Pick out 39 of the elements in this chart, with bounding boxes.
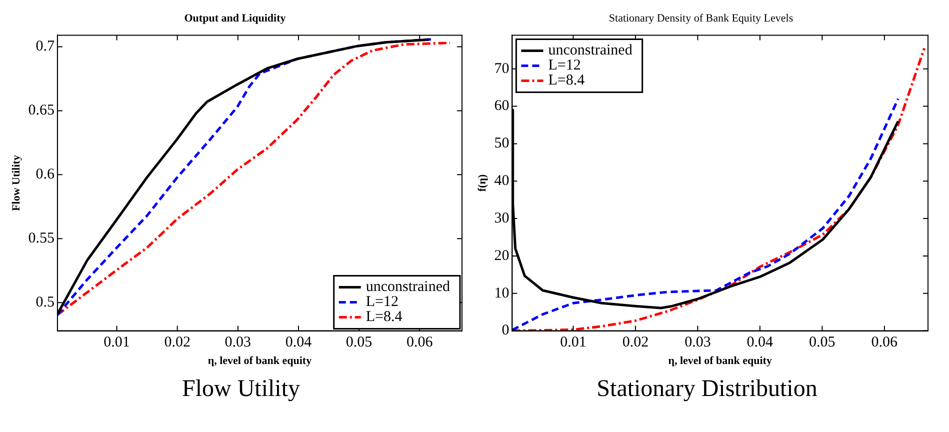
- y-tick-label: 70: [494, 60, 510, 77]
- x-axis-title: η, level of bank equity: [208, 355, 312, 368]
- x-tick-label: 0.06: [406, 334, 434, 351]
- x-axis-title: η, level of bank equity: [668, 355, 772, 368]
- x-tick-label: 0.03: [684, 334, 711, 351]
- legend-label: L=12: [548, 58, 581, 74]
- y-tick-label: 50: [494, 136, 510, 152]
- y-tick-label: 10: [494, 285, 510, 302]
- chart-title: Stationary Density of Bank Equity Levels: [608, 12, 794, 24]
- y-tick-label: 0.55: [28, 230, 54, 247]
- x-tick-label: 0.06: [871, 334, 898, 351]
- x-tick-label: 0.04: [746, 334, 774, 351]
- x-tick-label: 0.02: [622, 334, 649, 351]
- x-tick-label: 0.01: [560, 334, 586, 351]
- x-tick-label: 0.04: [285, 334, 312, 351]
- legend-label: unconstrained: [548, 42, 633, 59]
- x-tick-label: 0.01: [104, 334, 130, 351]
- y-tick-label: 0.65: [28, 102, 54, 119]
- x-tick-label: 0.02: [164, 334, 190, 351]
- y-axis-title: Flow Utility: [10, 154, 22, 211]
- y-tick-label: 60: [494, 98, 510, 114]
- y-tick-label: 0.6: [36, 166, 55, 183]
- legend-label: L=8.4: [548, 72, 586, 89]
- y-tick-label: 0.5: [36, 294, 54, 311]
- legend-label: L=8.4: [366, 309, 403, 326]
- y-tick-label: 0: [502, 322, 510, 339]
- legend-label: L=12: [366, 294, 398, 310]
- x-tick-label: 0.05: [346, 334, 372, 351]
- y-tick-label: 30: [494, 210, 510, 226]
- y-tick-label: 40: [494, 173, 510, 190]
- text: Flow Utility: [180, 376, 302, 403]
- y-axis-title: f(η): [476, 174, 488, 192]
- x-tick-label: 0.03: [224, 334, 252, 351]
- y-tick-label: 20: [494, 248, 510, 264]
- y-tick-label: 0.7: [36, 38, 55, 55]
- legend-label: unconstrained: [366, 279, 450, 296]
- chart-title: Output and Liquidity: [184, 12, 286, 24]
- x-tick-label: 0.05: [809, 334, 836, 351]
- text: Stationary Distribution: [596, 376, 818, 403]
